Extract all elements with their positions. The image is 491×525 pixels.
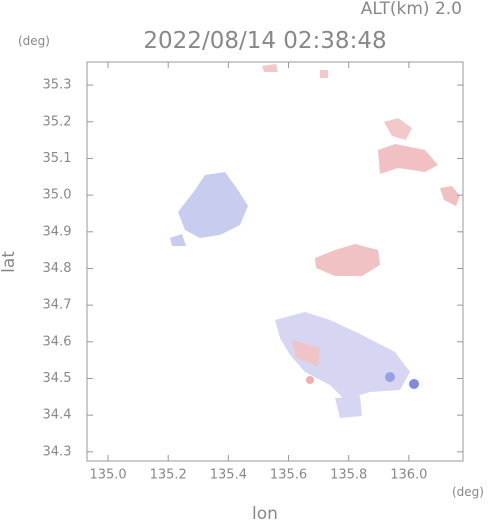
echo-area (275, 312, 410, 400)
y-tick-label: 34.6 (43, 334, 72, 349)
x-unit: (deg) (452, 485, 484, 499)
echo-area (385, 372, 395, 382)
x-axis-label: lon (252, 504, 278, 521)
y-unit: (deg) (18, 34, 50, 48)
echo-area (384, 118, 412, 140)
x-tick-label: 135.2 (150, 468, 187, 483)
y-tick-label: 34.5 (43, 371, 72, 386)
echo-area (170, 234, 186, 246)
y-tick-label: 34.9 (43, 224, 72, 239)
echo-area (178, 172, 248, 238)
y-tick-label: 34.4 (43, 408, 72, 423)
y-axis-label: lat (0, 251, 19, 273)
x-tick-label: 135.8 (330, 468, 367, 483)
echo-area (262, 64, 278, 72)
plot-frame (86, 61, 464, 462)
y-tick-label: 35.0 (43, 188, 72, 203)
y-tick-label: 34.7 (43, 298, 72, 313)
y-tick-label: 35.2 (43, 114, 72, 129)
echo-area (320, 70, 328, 78)
echo-area (378, 144, 438, 174)
echo-areas (170, 64, 460, 418)
y-tick-label: 34.3 (43, 444, 72, 459)
x-tick-label: 136.0 (390, 468, 427, 483)
echo-area (292, 340, 320, 366)
y-tick-label: 34.8 (43, 261, 72, 276)
x-tick-label: 135.4 (210, 468, 247, 483)
echo-area (440, 186, 460, 206)
y-tick-label: 35.1 (43, 151, 72, 166)
x-tick-label: 135.0 (89, 468, 126, 483)
echo-area (335, 396, 362, 418)
echo-area (306, 376, 314, 384)
echo-area (409, 379, 419, 389)
y-tick-label: 35.3 (43, 78, 72, 93)
chart-title: 2022/08/14 02:38:48 (143, 28, 386, 54)
altitude-label: ALT(km) 2.0 (361, 0, 462, 19)
echo-area (315, 244, 380, 276)
x-tick-label: 135.6 (270, 468, 307, 483)
